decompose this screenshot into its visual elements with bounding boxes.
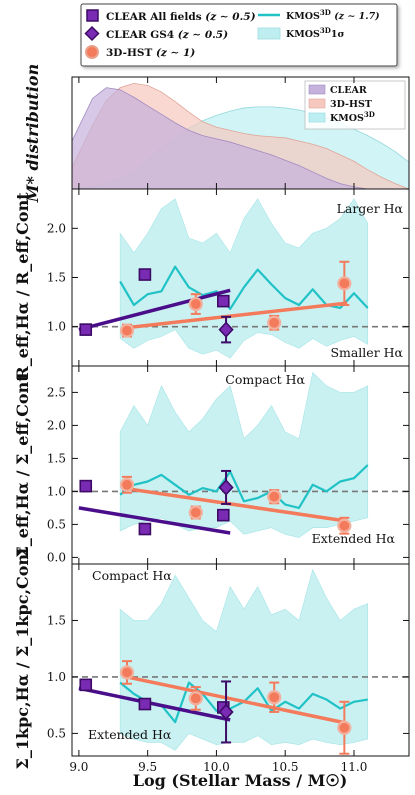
distribution-area-clear bbox=[71, 87, 409, 190]
sigma-1kpc-ylabel: Σ_1kpc,Hα / Σ_1kpc,Cont bbox=[13, 546, 32, 770]
clear-all-point bbox=[217, 294, 230, 308]
x-tick-label: 9.5 bbox=[138, 760, 157, 774]
main-legend-box bbox=[80, 3, 398, 67]
clear-fit-line bbox=[78, 686, 231, 722]
x-tick-label: 10.5 bbox=[272, 760, 299, 774]
y-tick-label: 0.5 bbox=[47, 517, 66, 531]
annotation-compact-halpha: Compact Hα bbox=[92, 568, 172, 583]
kmos-band bbox=[119, 198, 369, 359]
clear-gs4-point bbox=[218, 703, 234, 721]
x-tick-label: 11.0 bbox=[341, 760, 368, 774]
y-tick-label: 1.5 bbox=[47, 451, 66, 465]
y-tick-label: 1.0 bbox=[47, 320, 66, 334]
annotation-extended-halpha: Extended Hα bbox=[312, 531, 396, 546]
x-axis: 9.0 9.5 10.0 10.5 11.0 bbox=[69, 77, 367, 774]
y-tick-label: 2.0 bbox=[47, 221, 66, 235]
panel-reff-ratio: 1.0 1.5 2.0 Larger Hα Smaller Hα R_eff,Hα … bbox=[13, 188, 410, 380]
3dhst-point bbox=[267, 489, 282, 504]
y-tick-label: 1.0 bbox=[47, 484, 66, 498]
x-tick-label: 10.0 bbox=[203, 760, 230, 774]
clear-all-point bbox=[138, 697, 152, 711]
y-tick-label: 2.5 bbox=[47, 385, 66, 399]
distribution-ylabel: M* distribution bbox=[23, 64, 42, 203]
legend-entry-clear-gs4: CLEAR GS4 (z ∼ 0.5) bbox=[84, 25, 228, 42]
3dhst-point bbox=[119, 477, 135, 492]
distribution-legend-swatch-3dhst bbox=[308, 98, 326, 109]
3dhst-fit-line bbox=[126, 675, 348, 725]
legend-marker-circle bbox=[85, 45, 99, 59]
y-tick-label: 0.0 bbox=[47, 550, 66, 564]
distribution-legend-label-3dhst: 3D-HST bbox=[330, 99, 372, 110]
reff-ylabel: R_eff,Hα / R_eff,Cont bbox=[13, 192, 32, 380]
y-tick-label: 1.5 bbox=[47, 271, 66, 285]
clear-fit-line bbox=[78, 506, 231, 535]
y-tick-label: 1.5 bbox=[47, 613, 66, 627]
annotation-smaller-halpha: Smaller Hα bbox=[330, 345, 403, 360]
3dhst-point bbox=[188, 505, 203, 520]
distribution-legend-label-clear: CLEAR bbox=[330, 85, 367, 96]
3dhst-point bbox=[337, 720, 352, 735]
legend-entry-kmos-line: KMOS3D (z ∼ 1.7) bbox=[258, 8, 380, 22]
3dhst-point bbox=[119, 665, 135, 680]
clear-gs4-point bbox=[218, 321, 234, 338]
clear-all-point bbox=[79, 323, 93, 336]
legend-marker-diamond bbox=[84, 25, 100, 42]
distribution-legend-label-kmos: KMOS3D bbox=[330, 110, 375, 124]
panel-sigma-1kpc-ratio: 0.5 1.0 1.5 Compact Hα Extended Hα Σ_1kpc,… bbox=[13, 546, 410, 770]
kmos-band bbox=[119, 568, 369, 751]
legend-marker-band bbox=[257, 27, 281, 40]
main-legend: CLEAR All fields (z ∼ 0.5) CLEAR GS4 (z … bbox=[80, 3, 398, 67]
3dhst-point bbox=[267, 690, 282, 705]
clear-all-point bbox=[138, 522, 152, 536]
clear-gs4-point bbox=[218, 479, 234, 496]
distribution-legend-swatch-clear bbox=[308, 84, 326, 95]
legend-label-kmos-band: KMOS3D1σ bbox=[286, 26, 345, 40]
annotation-compact-halpha: Compact Hα bbox=[225, 372, 305, 387]
clear-all-point bbox=[79, 479, 93, 493]
3dhst-fit-line bbox=[126, 301, 348, 330]
x-axis-label: Log (Stellar Mass / M☉) bbox=[133, 771, 348, 790]
3dhst-point bbox=[337, 276, 352, 291]
panel-sigma-eff-ratio: 0.0 0.5 1.0 1.5 2.0 2.5 Compact Hα Extended H… bbox=[13, 365, 410, 565]
clear-all-point bbox=[79, 678, 93, 692]
clear-fit-line bbox=[78, 288, 231, 332]
kmos-median-line bbox=[119, 464, 369, 509]
legend-label-3dhst: 3D-HST (z ∼ 1) bbox=[106, 47, 195, 59]
3dhst-point bbox=[119, 323, 135, 338]
clear-all-point bbox=[217, 508, 230, 522]
legend-entry-kmos-band: KMOS3D1σ bbox=[257, 26, 345, 40]
legend-label-clear-gs4: CLEAR GS4 (z ∼ 0.5) bbox=[106, 29, 228, 41]
legend-entry-clear-all: CLEAR All fields (z ∼ 0.5) bbox=[86, 9, 256, 23]
3dhst-point bbox=[267, 315, 282, 330]
3dhst-fit-line bbox=[126, 487, 348, 523]
x-tick-label: 9.0 bbox=[69, 760, 88, 774]
distribution-legend-swatch-kmos bbox=[308, 112, 326, 123]
3dhst-point bbox=[188, 691, 203, 706]
clear-all-point bbox=[138, 268, 152, 281]
legend-entry-3dhst: 3D-HST (z ∼ 1) bbox=[85, 45, 195, 59]
panel-frame bbox=[71, 563, 410, 757]
legend-label-kmos-line: KMOS3D (z ∼ 1.7) bbox=[286, 8, 380, 22]
3dhst-point bbox=[337, 518, 352, 533]
y-tick-label: 2.0 bbox=[47, 418, 66, 432]
annotation-larger-halpha: Larger Hα bbox=[337, 201, 404, 216]
distribution-legend: CLEAR 3D-HST KMOS3D bbox=[304, 80, 406, 130]
3dhst-point bbox=[188, 296, 203, 312]
y-tick-label: 1.0 bbox=[47, 670, 66, 684]
legend-label-clear-all: CLEAR All fields (z ∼ 0.5) bbox=[106, 11, 256, 23]
legend-marker-square bbox=[86, 9, 99, 22]
panel-mass-distribution: M* distribution CLEAR 3D-HST KMOS3D bbox=[23, 64, 410, 203]
sigma-eff-ylabel: Σ_eff,Hα / Σ_eff,Cont bbox=[13, 374, 32, 558]
y-tick-label: 0.5 bbox=[47, 726, 66, 740]
annotation-extended-halpha: Extended Hα bbox=[88, 727, 172, 742]
kmos-band bbox=[119, 372, 369, 538]
